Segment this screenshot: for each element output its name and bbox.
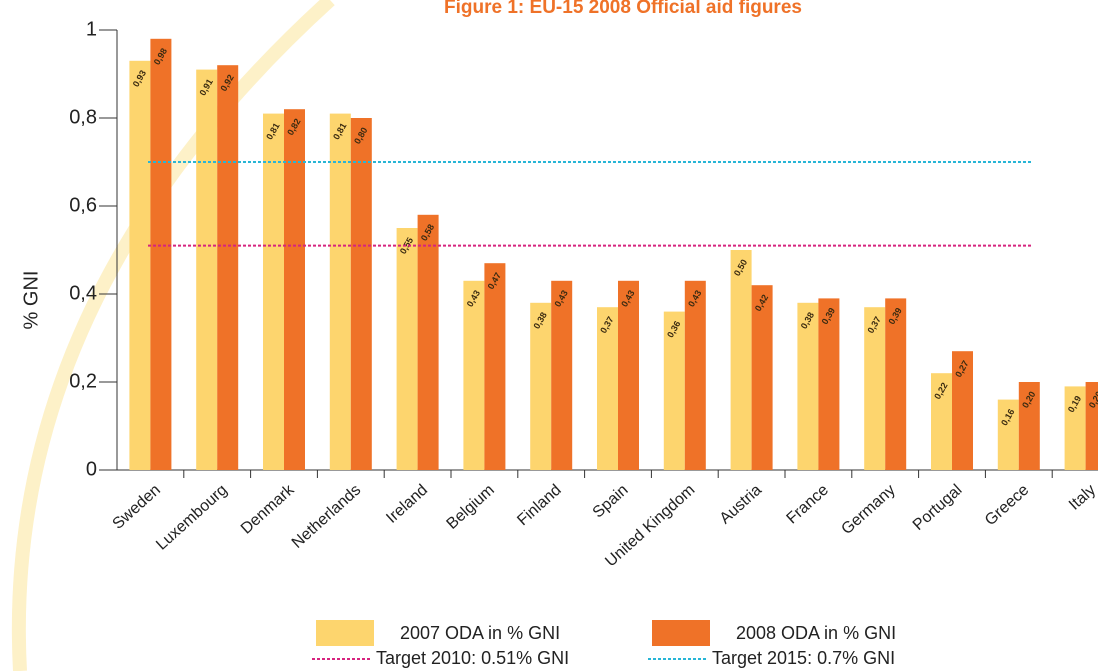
bar	[530, 302, 552, 470]
chart-title: Figure 1: EU-15 2008 Official aid figure…	[444, 0, 802, 18]
x-tick-label: Netherlands	[289, 481, 365, 551]
bar	[818, 298, 840, 470]
bar	[484, 263, 506, 470]
x-tick-label: Spain	[590, 481, 632, 521]
bar	[997, 399, 1019, 470]
bar	[618, 280, 639, 470]
x-tick-label: Italy	[1066, 481, 1098, 513]
y-axis-label: % GNI	[20, 271, 42, 330]
bar	[1064, 386, 1086, 470]
legend-label: 2007 ODA in % GNI	[400, 623, 560, 643]
bar	[350, 118, 372, 470]
bar	[952, 351, 973, 470]
y-tick-label: 0,6	[69, 194, 97, 216]
bar	[129, 60, 151, 471]
legend-label: Target 2010: 0.51% GNI	[376, 648, 569, 668]
legend-swatch	[316, 620, 374, 646]
y-tick-label: 1	[86, 18, 97, 40]
bar	[931, 373, 952, 470]
legend-label: 2008 ODA in % GNI	[736, 623, 896, 643]
bar	[396, 228, 418, 470]
x-tick-label: Luxembourg	[153, 481, 230, 553]
x-tick-label: Portugal	[910, 481, 966, 534]
x-tick-label: Greece	[982, 481, 1032, 529]
y-tick-label: 0	[86, 458, 97, 480]
x-tick-label: Finland	[514, 481, 564, 529]
x-tick-label: Sweden	[110, 481, 164, 532]
bar	[663, 311, 685, 470]
bar	[797, 302, 819, 470]
bar	[417, 214, 439, 470]
legend-label: Target 2015: 0.7% GNI	[712, 648, 895, 668]
bar	[329, 113, 351, 470]
x-tick-label: Denmark	[238, 481, 298, 538]
x-tick-label: Austria	[717, 481, 765, 527]
bar	[1085, 382, 1098, 470]
bar	[263, 113, 284, 470]
x-tick-label: France	[784, 481, 832, 527]
bar	[730, 250, 752, 470]
bar	[150, 38, 172, 471]
bar	[864, 307, 886, 470]
bar	[751, 285, 773, 470]
x-tick-label: Belgium	[444, 481, 498, 532]
bar	[463, 280, 485, 470]
bar	[1018, 382, 1040, 470]
bar	[551, 280, 573, 470]
bar	[597, 307, 618, 470]
x-tick-label: Germany	[838, 481, 898, 538]
legend-swatch	[652, 620, 710, 646]
value-label: 0,20	[1087, 390, 1098, 410]
bar	[217, 65, 239, 470]
x-tick-label: Ireland	[383, 481, 431, 526]
bar	[885, 298, 907, 470]
bar	[196, 69, 218, 470]
y-tick-label: 0,2	[69, 370, 97, 392]
y-tick-label: 0,8	[69, 106, 97, 128]
bar	[684, 280, 706, 470]
background-arc	[11, 0, 335, 671]
bar	[284, 109, 305, 470]
y-tick-label: 0,4	[69, 282, 97, 304]
